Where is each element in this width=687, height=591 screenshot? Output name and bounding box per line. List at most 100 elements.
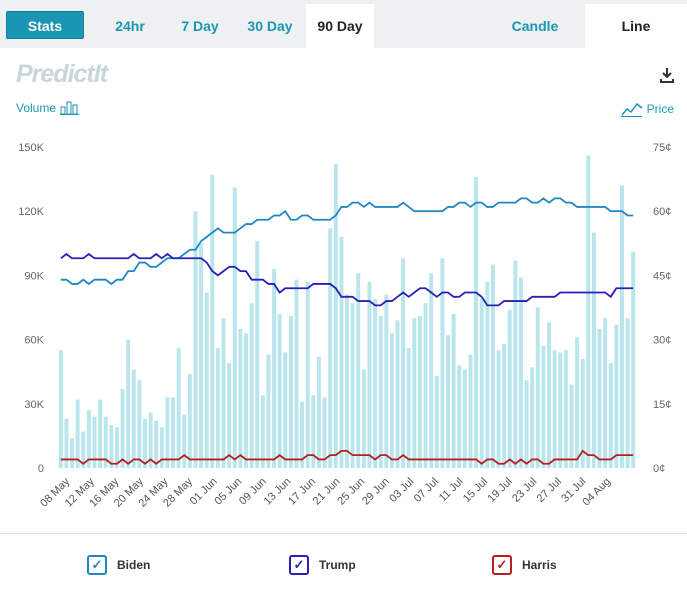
x-tick-label: 15 Jul — [461, 476, 490, 505]
x-tick-label: 29 Jun — [360, 476, 392, 508]
tab-24hr[interactable]: 24hr — [115, 18, 145, 34]
volume-bar — [474, 176, 479, 468]
checkbox-icon[interactable]: ✓ — [492, 555, 512, 575]
volume-bar — [406, 348, 411, 468]
volume-bar — [457, 365, 462, 468]
volume-bar — [597, 328, 602, 468]
volume-bar — [462, 369, 467, 468]
volume-bar — [350, 303, 355, 468]
x-tick-label: 07 Jul — [412, 476, 441, 505]
volume-bar — [137, 380, 142, 468]
volume-bar — [182, 414, 187, 468]
y-right-tick-label: 15¢ — [653, 399, 671, 411]
volume-bar — [187, 373, 192, 468]
y-left-tick-label: 90K — [24, 270, 44, 282]
volume-bar — [513, 260, 518, 468]
volume-bar — [378, 316, 383, 468]
volume-bar — [333, 164, 338, 468]
volume-bar — [373, 298, 378, 468]
tab-7-day[interactable]: 7 Day — [181, 18, 219, 34]
y-left-tick-label: 150K — [18, 142, 44, 154]
y-left-tick-label: 0 — [38, 463, 44, 475]
y-left-tick-label: 30K — [24, 399, 44, 411]
volume-bar — [417, 316, 422, 468]
volume-bar — [620, 185, 624, 468]
volume-bar — [446, 335, 450, 468]
volume-bar — [114, 427, 119, 468]
volume-bar — [412, 318, 417, 468]
candle-tab[interactable]: Candle — [511, 18, 559, 34]
price-toggle[interactable]: Price — [620, 101, 674, 117]
bar-chart-icon — [60, 101, 80, 115]
x-tick-label: 11 Jul — [437, 476, 466, 505]
volume-bar — [58, 350, 63, 468]
volume-bar — [552, 350, 557, 468]
volume-bar — [81, 431, 86, 468]
volume-bar — [345, 294, 349, 468]
volume-bar — [171, 397, 175, 468]
tab-30-day[interactable]: 30 Day — [247, 18, 293, 34]
volume-bar — [316, 356, 321, 468]
legend-item-trump[interactable]: ✓ Trump — [289, 555, 356, 575]
x-tick-label: 03 Jul — [387, 476, 416, 505]
volume-bar — [507, 309, 512, 468]
legend-label-trump: Trump — [319, 558, 356, 572]
legend-item-harris[interactable]: ✓ Harris — [492, 555, 557, 575]
volume-bar — [451, 313, 456, 468]
volume-bar — [92, 416, 97, 468]
line-chart-icon — [620, 102, 643, 117]
x-tick-label: 23 Jul — [510, 476, 539, 505]
volume-bar — [558, 352, 563, 468]
timeframe-toolbar: Stats 24hr 7 Day 30 Day 90 Day Candle Li… — [0, 0, 687, 48]
volume-bar — [283, 352, 288, 468]
volume-bar — [249, 303, 254, 468]
volume-bar — [109, 425, 114, 468]
volume-bar — [322, 397, 327, 468]
volume-bar — [64, 418, 69, 468]
volume-bar — [70, 438, 74, 468]
volume-bar — [103, 416, 108, 468]
volume-bar — [434, 375, 439, 468]
volume-bar — [221, 318, 226, 468]
volume-bar — [143, 418, 147, 468]
volume-bar — [255, 241, 260, 468]
volume-bar — [288, 316, 293, 468]
volume-bar — [541, 346, 546, 468]
checkbox-icon[interactable]: ✓ — [87, 555, 107, 575]
series-line-trump — [60, 252, 634, 307]
volume-bar — [485, 281, 490, 468]
volume-bar — [165, 397, 170, 468]
stats-button[interactable]: Stats — [6, 11, 84, 39]
volume-bar — [389, 333, 394, 468]
volume-bar — [356, 273, 361, 468]
volume-bar — [384, 294, 389, 468]
volume-bar — [468, 354, 473, 468]
volume-bar — [490, 264, 495, 468]
y-right-tick-label: 60¢ — [653, 206, 671, 218]
volume-bar — [580, 358, 585, 468]
volume-bar — [429, 273, 434, 468]
download-icon[interactable] — [658, 66, 676, 84]
line-tab[interactable]: Line — [585, 4, 687, 48]
tab-90-day[interactable]: 90 Day — [306, 4, 374, 48]
volume-toggle[interactable]: Volume — [16, 101, 80, 115]
volume-bar — [277, 313, 282, 468]
legend-label-biden: Biden — [117, 558, 151, 572]
volume-bar — [361, 369, 366, 468]
volume-bar — [126, 339, 131, 468]
volume-bar — [440, 258, 445, 468]
volume-bar — [238, 328, 243, 468]
volume-bar — [586, 155, 591, 468]
volume-bar — [159, 427, 164, 468]
volume-bar — [305, 281, 310, 468]
y-left-tick-label: 60K — [24, 335, 44, 347]
volume-bar — [625, 318, 630, 468]
volume-bar — [98, 399, 103, 468]
volume-bar — [614, 324, 619, 468]
volume-bar — [272, 268, 277, 468]
checkbox-icon[interactable]: ✓ — [289, 555, 309, 575]
predictit-logo: PredictIt — [16, 60, 108, 88]
volume-bar — [176, 348, 181, 468]
volume-bar — [260, 395, 265, 468]
legend-item-biden[interactable]: ✓ Biden — [87, 555, 150, 575]
